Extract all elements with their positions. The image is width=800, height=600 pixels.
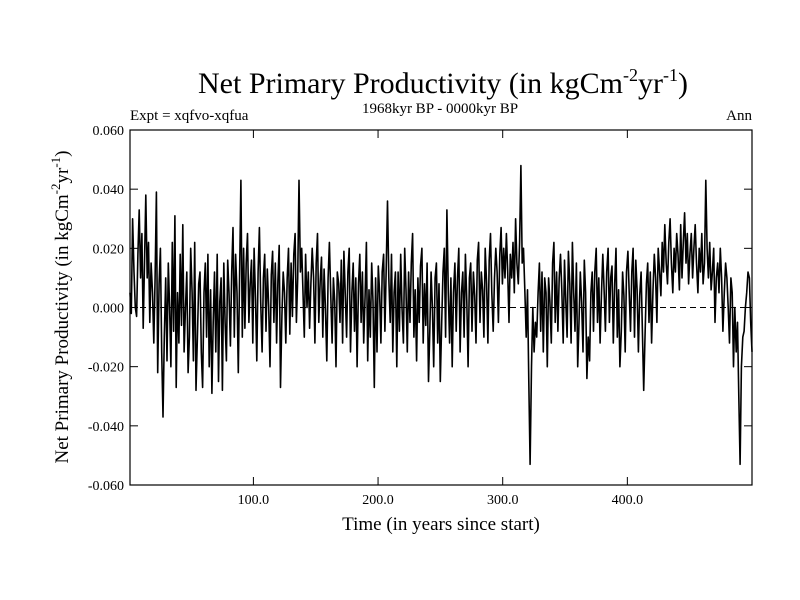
y-tick-label: -0.040 (88, 420, 124, 435)
season-label: Ann (726, 108, 752, 124)
y-tick-label: 0.000 (93, 302, 125, 317)
x-tick-label: 400.0 (612, 493, 644, 508)
y-tick-label: 0.040 (93, 183, 125, 198)
experiment-label: Expt = xqfvo-xqfua (130, 108, 249, 124)
y-axis-ticks: 0.060 0.040 0.020 0.000 -0.020 -0.040 -0.060 (88, 124, 752, 494)
x-tick-label: 200.0 (362, 493, 394, 508)
x-axis-ticks: 100.0 200.0 300.0 400.0 (238, 130, 643, 508)
x-tick-label: 300.0 (487, 493, 519, 508)
y-tick-label: -0.020 (88, 361, 124, 376)
y-tick-label: 0.020 (93, 242, 125, 257)
npp-series-line (129, 164, 753, 466)
x-tick-label: 100.0 (238, 493, 270, 508)
chart-title: Net Primary Productivity (in kgCm-2yr-1) (198, 65, 688, 100)
y-axis-label: Net Primary Productivity (in kgCm-2yr-1) (48, 151, 73, 464)
x-axis-label: Time (in years since start) (342, 514, 540, 535)
date-range-label: 1968kyr BP - 0000kyr BP (362, 101, 518, 117)
y-tick-label: -0.060 (88, 479, 124, 494)
y-tick-label: 0.060 (93, 124, 125, 139)
